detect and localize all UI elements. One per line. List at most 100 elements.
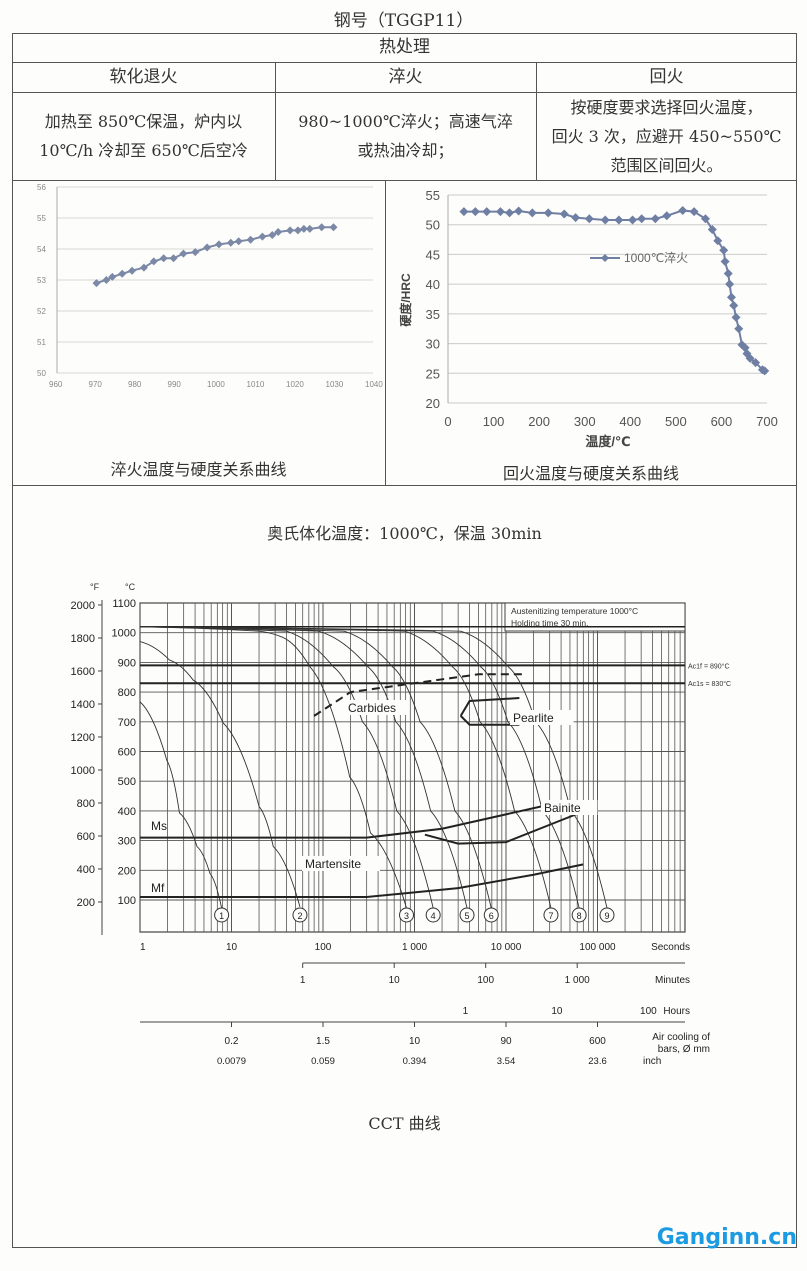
data-point [734,324,744,334]
x-tick-label: 400 [619,414,641,429]
data-point [725,279,735,289]
label-bg [302,856,380,871]
celsius-unit: °C [125,582,136,592]
seconds-tick-label: 100 [315,942,332,953]
celsius-tick-label: 900 [118,657,136,669]
y-tick-label: 53 [37,276,46,285]
data-point [108,272,117,281]
data-point [600,215,610,225]
fahrenheit-tick-label: 600 [77,831,95,843]
temper-chart-caption: 回火温度与硬度关系曲线 [502,464,679,483]
cooling-curve [139,701,223,909]
curve-number: 8 [577,911,582,921]
fahrenheit-tick-label: 1200 [71,732,95,744]
curve-number: 1 [219,911,224,921]
hours-tick-label: 1 [463,1006,469,1017]
curve-number-circle [571,907,587,923]
data-point [707,224,717,234]
celsius-tick-label: 500 [118,776,136,788]
data-point [92,279,101,288]
hours-label: Hours [663,1006,690,1017]
celsius-tick-label: 600 [118,747,136,759]
curve-number-circle [459,907,475,923]
air-cooling-inch-label: 0.0079 [217,1056,246,1067]
data-point [293,226,302,235]
data-point [527,208,537,218]
data-point [713,236,723,246]
x-tick-label: 980 [128,380,142,389]
x-tick-label: 0 [444,414,451,429]
tempering-text: 按硬度要求选择回火温度， 回火 3 次，应避开 450~550℃ 范围区间回火。 [536,93,797,180]
x-tick-label: 700 [756,414,778,429]
y-tick-label: 54 [37,245,46,254]
data-point [118,269,127,278]
seconds-tick-label: 10 000 [491,942,522,953]
mf-line [140,863,584,899]
data-point [751,358,761,368]
divider [12,180,797,181]
data-point [628,215,638,225]
x-tick-label: 1030 [326,380,344,389]
y-tick-label: 50 [37,369,46,378]
celsius-tick-label: 100 [118,895,136,907]
data-point [179,249,188,258]
data-point [299,224,308,233]
data-point [650,214,660,224]
divider [12,92,797,93]
data-point [203,243,212,252]
minutes-tick-label: 10 [389,975,401,986]
data-point [234,237,243,246]
y-tick-label: 30 [426,337,440,352]
data-point [637,214,647,224]
y-tick-label: 40 [426,277,440,292]
curve-number-circle [543,907,559,923]
seconds-tick-label: 1 [140,942,146,953]
data-point [128,266,137,275]
curve-number: 5 [465,911,470,921]
data-point [286,226,295,235]
air-cooling-label: bars, Ø mm [658,1044,710,1055]
mf-label: Mf [151,881,165,895]
cct-caption: CCT 曲线 [368,1114,441,1133]
minutes-tick-label: 100 [477,975,494,986]
bainite-label: Bainite [544,801,581,815]
data-point [745,353,755,363]
data-point [191,248,200,257]
curve-number-circle [483,907,499,923]
cooling-curve [139,626,407,909]
curve-number-circle [292,907,308,923]
curve-number-circle [599,907,615,923]
cooling-curve [139,641,301,907]
cooling-curve [139,626,434,909]
air-cooling-mm-label: 90 [500,1036,512,1047]
inch-label: inch [643,1056,661,1067]
data-point [689,207,699,217]
y-tick-label: 52 [37,307,46,316]
celsius-tick-label: 700 [118,717,136,729]
data-point [459,207,469,217]
pearlite-label: Pearlite [513,711,554,725]
curve-number-circle [214,907,230,923]
seconds-tick-label: 100 000 [579,942,616,953]
y-tick-label: 45 [426,247,440,262]
text-line: 980~1000℃淬火；高速气淬 [298,112,513,131]
data-point [760,366,770,376]
cooling-curve [139,626,492,909]
pearlite-line [460,715,520,726]
ac1-label: Ac1s = 830°C [688,680,731,688]
x-tick-label: 300 [574,414,596,429]
data-point [102,276,111,284]
data-point [149,257,158,266]
text-line: 10℃/h 冷却至 650℃后空冷 [39,141,248,160]
fahrenheit-tick-label: 2000 [71,600,95,612]
x-tick-label: 600 [711,414,733,429]
minutes-tick-label: 1 [300,975,306,986]
cooling-curve [139,626,608,909]
data-point [723,268,733,278]
series-line [96,226,334,285]
minutes-label: Minutes [655,975,690,986]
data-point [495,207,505,217]
data-point [505,208,515,218]
curve-number-circle [425,907,441,923]
